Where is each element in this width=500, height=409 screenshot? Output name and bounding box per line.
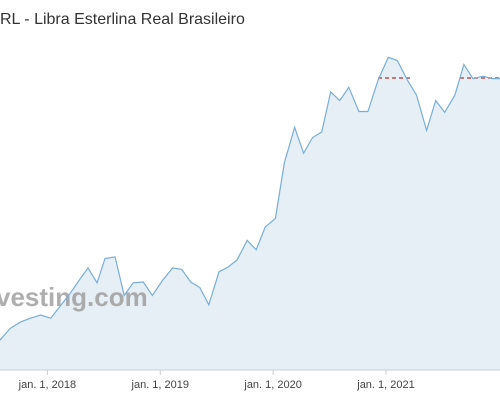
x-tick-label: jan. 1, 2021 [356, 379, 415, 391]
watermark: vesting.com [0, 282, 148, 312]
x-tick-label: jan. 1, 2018 [18, 379, 77, 391]
x-tick-label: jan. 1, 2020 [243, 379, 302, 391]
chart-title: RL - Libra Esterlina Real Brasileiro [0, 11, 245, 28]
x-tick-label: jan. 1, 2019 [131, 379, 190, 391]
line [0, 56, 500, 341]
area [0, 57, 500, 371]
